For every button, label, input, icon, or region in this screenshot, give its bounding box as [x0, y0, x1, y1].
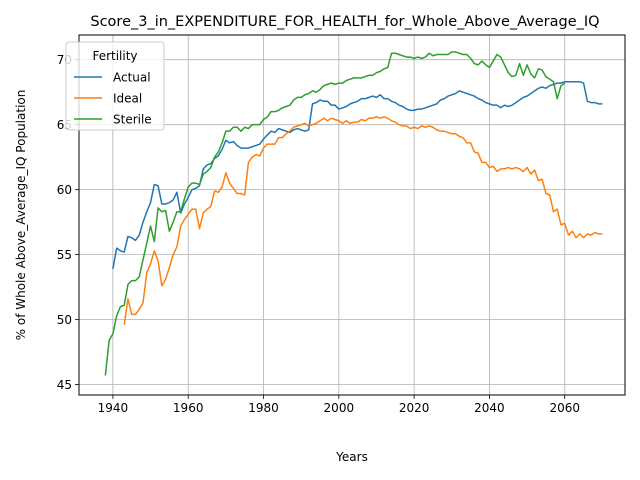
x-tick-label: 2020 [399, 401, 430, 415]
legend-title: Fertility [92, 49, 137, 63]
x-tick-label: 1980 [248, 401, 279, 415]
legend-box [65, 41, 165, 131]
y-tick-label: 50 [57, 313, 72, 327]
x-tick-label: 1960 [173, 401, 204, 415]
x-tick-label: 2000 [324, 401, 355, 415]
legend-items: Actual Ideal Sterile [74, 71, 152, 127]
chart-title: Score_3_in_EXPENDITURE_FOR_HEALTH_for_Wh… [90, 14, 599, 30]
x-tick-label: 2060 [549, 401, 580, 415]
series-line-actual [112, 81, 603, 270]
y-axis-label: % of Whole Above_Average_IQ Population [14, 90, 28, 341]
legend: Fertility Actual Ideal Sterile [65, 41, 165, 131]
plot-frame [78, 34, 626, 396]
y-tick-label: 55 [57, 248, 72, 262]
legend-label-sterile: Sterile [113, 113, 152, 127]
series-layer [104, 51, 603, 376]
x-tick-label: 2040 [474, 401, 505, 415]
series-line-sterile [104, 51, 566, 376]
y-tick-label: 60 [57, 183, 72, 197]
x-axis-label: Years [335, 450, 368, 464]
y-tick-label: 45 [57, 378, 72, 392]
grid-layer [79, 35, 625, 395]
legend-label-actual: Actual [113, 71, 151, 85]
x-tick-label: 1940 [98, 401, 129, 415]
series-line-ideal [123, 116, 603, 325]
legend-label-ideal: Ideal [113, 92, 142, 106]
